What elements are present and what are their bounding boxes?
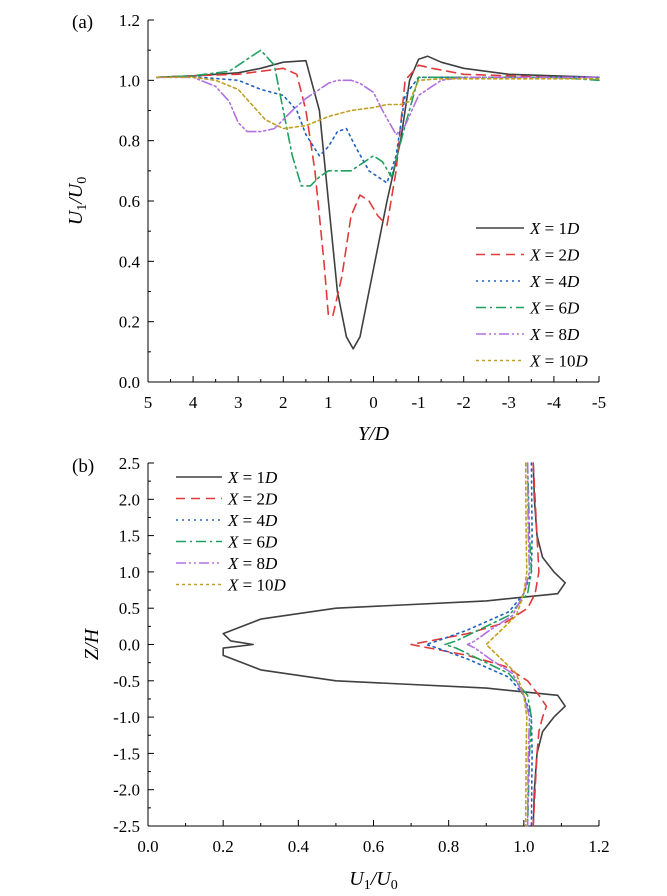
x-tick-label: 1 (324, 393, 333, 412)
x-tick-label: 3 (234, 393, 243, 412)
y-tick-label: 0.0 (119, 636, 140, 655)
x-tick-label: 0.0 (137, 837, 158, 856)
y-tick-label: 2.0 (119, 490, 140, 509)
series-line-x6d (156, 49, 600, 187)
x-tick-label: -1 (412, 393, 426, 412)
series-line-x2d (156, 64, 600, 317)
series-line-x4d (425, 462, 533, 827)
y-axis-title: U1/U0 (65, 177, 90, 225)
series-line-x4d (156, 75, 600, 184)
legend-entry: X = 10D (529, 352, 588, 371)
x-tick-label: 4 (189, 393, 198, 412)
y-tick-label: -0.5 (113, 672, 140, 691)
y-tick-label: -2.0 (113, 781, 140, 800)
legend-entry: X = 6D (227, 533, 278, 552)
x-tick-label: 0.6 (363, 837, 384, 856)
legend-entry: X = 10D (227, 576, 286, 595)
series-line-x10d (485, 462, 528, 827)
y-tick-label: 0.8 (119, 132, 140, 151)
y-tick-label: 0.6 (119, 192, 140, 211)
y-tick-label: 0.4 (119, 252, 141, 271)
x-tick-label: -5 (592, 393, 606, 412)
x-axis-title: Y/D (358, 423, 390, 445)
legend-entry: X = 4D (529, 272, 580, 291)
x-tick-label: 0 (369, 393, 378, 412)
x-tick-label: 2 (279, 393, 288, 412)
x-tick-label: -2 (457, 393, 471, 412)
series-line-x2d (410, 462, 548, 827)
legend-entry: X = 4D (227, 511, 278, 530)
x-tick-label: 1.0 (513, 837, 534, 856)
legend-entry: X = 1D (529, 219, 580, 238)
y-tick-label: 1.0 (119, 563, 140, 582)
y-tick-label: 2.5 (119, 454, 140, 473)
x-tick-label: 0.2 (213, 837, 234, 856)
series-line-x1d (222, 462, 567, 827)
x-tick-label: -4 (547, 393, 562, 412)
series-line-x1d (156, 55, 600, 350)
y-tick-label: 1.0 (119, 71, 140, 90)
series-line-x6d (444, 462, 533, 827)
panel-label: (b) (72, 456, 94, 477)
y-tick-label: 0.2 (119, 313, 140, 332)
y-tick-label: 1.5 (119, 527, 140, 546)
legend-entry: X = 2D (227, 490, 278, 509)
series-line-x10d (156, 76, 600, 130)
panel-b: 0.0 0.2 0.4 0.6 0.8 1.0 1.2 -2.5 -2.0 -1.5 -1.0 -0.… (72, 454, 610, 893)
y-tick-label: -1.5 (113, 744, 140, 763)
x-tick-label: 0.8 (438, 837, 459, 856)
series-line-x8d (156, 76, 600, 136)
x-axis-title: U1/U0 (349, 868, 397, 893)
y-tick-label: 1.2 (119, 11, 140, 30)
y-tick-label: -2.5 (113, 817, 140, 836)
y-tick-label: 0.0 (119, 373, 140, 392)
y-tick-label: 0.5 (119, 599, 140, 618)
legend-entry: X = 2D (529, 246, 580, 265)
x-tick-label: 1.2 (588, 837, 609, 856)
series-line-x8d (466, 462, 531, 827)
legend-entry: X = 8D (529, 325, 580, 344)
legend-entry: X = 6D (529, 299, 580, 318)
x-tick-label: 5 (144, 393, 153, 412)
x-tick-label: 0.4 (288, 837, 310, 856)
legend-entry: X = 1D (227, 468, 278, 487)
y-tick-label: -1.0 (113, 708, 140, 727)
panel-label: (a) (72, 12, 93, 33)
legend-entry: X = 8D (227, 554, 278, 573)
panel-a: 5 4 3 2 1 0 -1 -2 -3 -4 -5 0.0 0.2 0.4 0.6 0.8 1.0 1.2 (a)… (65, 11, 606, 445)
y-axis-title: Z/H (81, 627, 103, 660)
x-tick-label: -3 (502, 393, 516, 412)
